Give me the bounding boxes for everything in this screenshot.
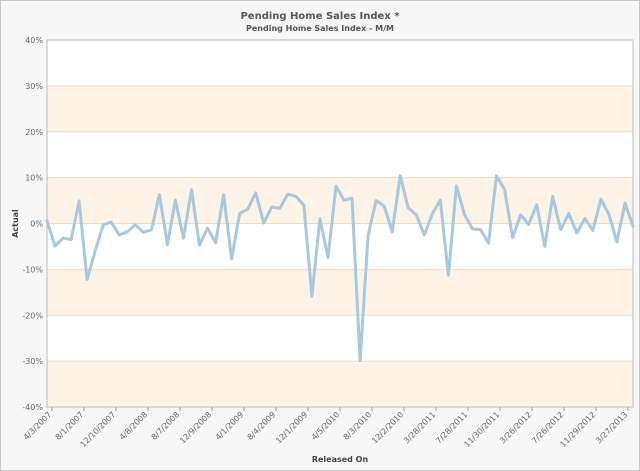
plot-band: [47, 177, 633, 224]
chart-title: Pending Home Sales Index *: [240, 11, 400, 22]
x-tick-label: 8/4/2009: [246, 410, 278, 442]
y-tick-label: 0%: [30, 220, 43, 229]
x-tick-label: 8/3/2010: [342, 410, 374, 442]
y-tick-label: 40%: [25, 36, 43, 45]
y-tick-label: -30%: [22, 357, 43, 366]
x-tick-label: 12/1/2009: [274, 410, 309, 445]
x-axis-title: Released On: [312, 455, 369, 464]
y-tick-label: -10%: [22, 265, 43, 274]
x-tick-label: 4/1/2009: [214, 410, 246, 442]
y-axis-title: Actual: [11, 209, 20, 238]
x-tick-label: 12/9/2008: [178, 410, 213, 445]
x-tick-label: 3/27/2013: [594, 410, 629, 445]
x-tick-label: 8/7/2008: [150, 410, 182, 442]
series-group: [45, 174, 635, 363]
plot-band: [47, 85, 633, 132]
plot-band: [47, 361, 633, 407]
x-tick-label: 8/1/2007: [54, 410, 86, 442]
y-tick-label: 30%: [25, 82, 43, 91]
chart-subtitle: Pending Home Sales Index - M/M: [246, 24, 394, 33]
x-tick-label: 4/3/2007: [22, 410, 54, 442]
x-tick-label: 3/26/2012: [498, 410, 533, 445]
y-tick-label: -20%: [22, 311, 43, 320]
y-tick-label: 10%: [25, 174, 43, 183]
y-tick-label: 20%: [25, 128, 43, 137]
x-tick-label: 3/28/2011: [402, 410, 437, 445]
plot-band: [47, 269, 633, 316]
x-tick-label: 12/2/2010: [370, 410, 405, 445]
series-line: [45, 174, 635, 363]
y-tick-label: -40%: [22, 403, 43, 412]
x-tick-label: 4/8/2008: [118, 410, 150, 442]
y-axis: -40% -30% -20% -10% 0% 10% 20% 30% 40%: [22, 36, 43, 412]
x-tick-label: 4/5/2010: [310, 410, 342, 442]
